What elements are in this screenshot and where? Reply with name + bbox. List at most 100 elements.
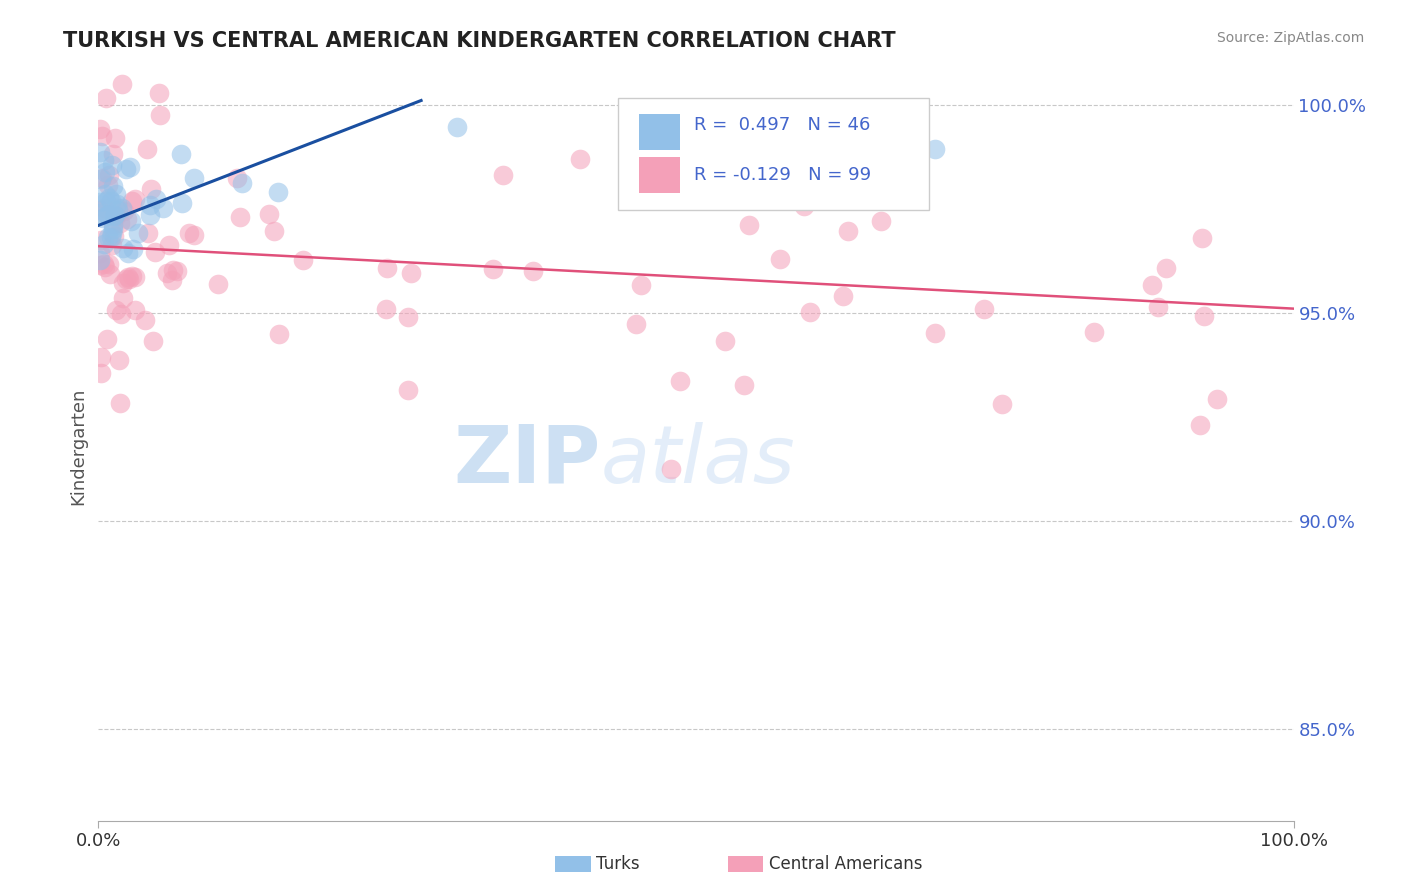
Point <box>89 121 111 136</box>
Point <box>118 271 141 285</box>
Point <box>568 152 591 166</box>
Point <box>669 374 692 388</box>
Text: ZIP: ZIP <box>453 422 600 500</box>
Point <box>399 266 422 280</box>
Text: Turks: Turks <box>596 855 640 873</box>
Y-axis label: Kindergarten: Kindergarten <box>69 387 87 505</box>
Text: R =  0.497   N = 46: R = 0.497 N = 46 <box>693 116 870 134</box>
Point <box>103 178 125 193</box>
Point <box>991 397 1014 411</box>
Point <box>112 291 135 305</box>
Point <box>228 210 250 224</box>
Point <box>124 192 146 206</box>
Point <box>104 302 127 317</box>
Point <box>267 185 290 199</box>
Point <box>108 216 131 230</box>
Point <box>626 142 648 156</box>
Point <box>124 269 146 284</box>
Point <box>136 142 159 156</box>
Point <box>630 277 652 292</box>
Point <box>257 207 280 221</box>
Point <box>149 108 172 122</box>
Text: Source: ZipAtlas.com: Source: ZipAtlas.com <box>1216 31 1364 45</box>
Point <box>97 178 120 192</box>
Point <box>104 187 127 202</box>
Point <box>924 142 946 156</box>
Point <box>870 213 893 227</box>
Point <box>142 334 165 348</box>
Point <box>104 131 127 145</box>
Point <box>207 277 229 291</box>
Point <box>375 261 398 276</box>
Point <box>136 226 159 240</box>
Point <box>97 257 120 271</box>
Point <box>114 203 136 218</box>
Point <box>231 176 253 190</box>
Point <box>101 238 124 252</box>
Point <box>973 301 995 316</box>
Point <box>121 194 143 208</box>
Point <box>103 228 125 243</box>
Point <box>769 252 792 267</box>
Bar <box>638 157 681 193</box>
Point <box>103 209 125 223</box>
Point <box>91 171 114 186</box>
Point <box>124 302 146 317</box>
Point <box>1189 417 1212 432</box>
Point <box>107 202 129 216</box>
Point <box>94 260 117 274</box>
Point <box>94 165 117 179</box>
Point <box>111 77 134 91</box>
Point <box>482 262 505 277</box>
Point <box>94 91 117 105</box>
Point <box>98 267 121 281</box>
Point <box>103 219 125 233</box>
Point <box>924 326 946 340</box>
Point <box>446 120 468 134</box>
Point <box>117 245 139 260</box>
Point <box>177 226 200 240</box>
Point <box>269 327 291 342</box>
Point <box>93 211 115 225</box>
Point <box>104 208 127 222</box>
Point <box>172 196 194 211</box>
Point <box>115 161 138 176</box>
Point <box>152 202 174 216</box>
Point <box>96 333 118 347</box>
Point <box>101 217 124 231</box>
Point <box>292 253 315 268</box>
Text: R = -0.129   N = 99: R = -0.129 N = 99 <box>693 166 870 184</box>
Point <box>738 218 761 232</box>
Point <box>107 202 129 217</box>
Bar <box>638 114 681 150</box>
Point <box>103 146 125 161</box>
Text: atlas: atlas <box>600 422 796 500</box>
Text: Central Americans: Central Americans <box>769 855 922 873</box>
Point <box>93 201 115 215</box>
Point <box>105 196 128 211</box>
Point <box>89 258 111 272</box>
Point <box>101 222 124 236</box>
Point <box>101 226 124 240</box>
Point <box>90 171 112 186</box>
Point <box>263 224 285 238</box>
Point <box>93 153 115 168</box>
Point <box>1083 325 1105 339</box>
Point <box>104 209 127 223</box>
Point <box>162 262 184 277</box>
Point <box>90 366 112 380</box>
Point <box>89 195 111 210</box>
Point <box>101 158 124 172</box>
Point <box>169 147 191 161</box>
Point <box>166 264 188 278</box>
Point <box>624 317 647 331</box>
Point <box>832 289 855 303</box>
Point <box>115 211 138 226</box>
Point <box>127 227 149 241</box>
Point <box>157 237 180 252</box>
Point <box>117 269 139 284</box>
Point <box>122 243 145 257</box>
Point <box>108 396 131 410</box>
Point <box>91 128 114 143</box>
Point <box>226 170 249 185</box>
